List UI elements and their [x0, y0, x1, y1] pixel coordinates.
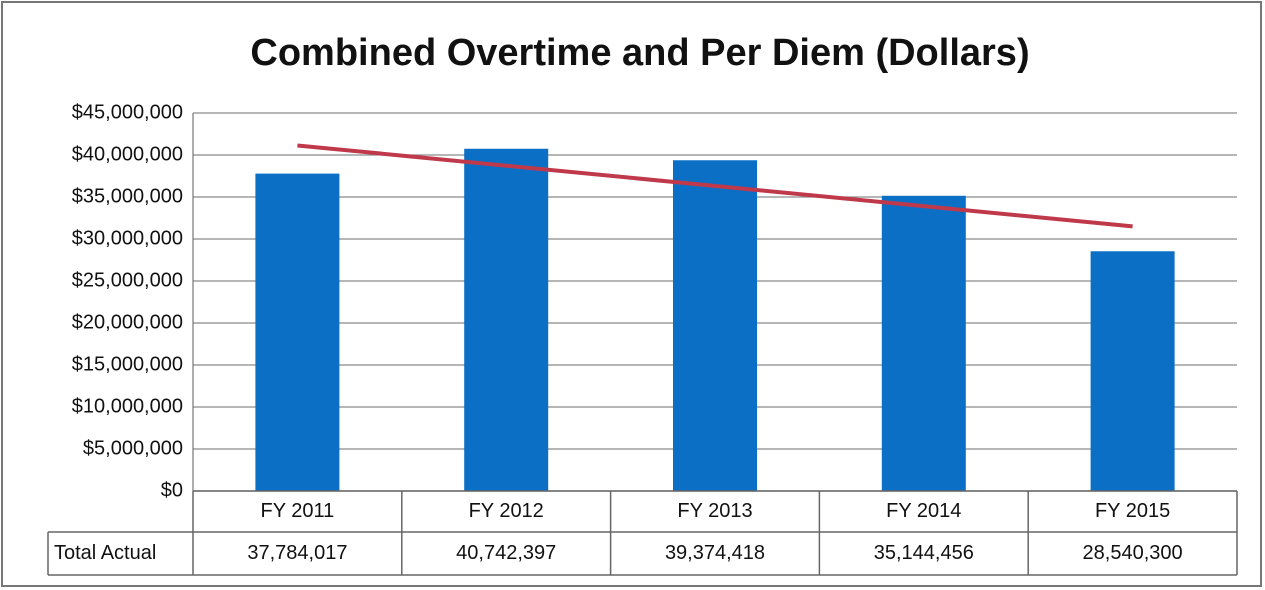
trendline — [297, 143, 1133, 229]
y-tick-label: $25,000,000 — [72, 269, 183, 291]
y-tick-label: $5,000,000 — [83, 437, 183, 459]
y-tick-label: $10,000,000 — [72, 395, 183, 417]
bar — [673, 160, 757, 491]
y-tick-label: $15,000,000 — [72, 353, 183, 375]
data-label: 37,784,017 — [247, 542, 347, 564]
data-label: 28,540,300 — [1083, 542, 1183, 564]
x-tick-label: FY 2012 — [469, 500, 544, 522]
x-tick-label: FY 2013 — [677, 500, 752, 522]
x-tick-label: FY 2015 — [1095, 500, 1170, 522]
data-label: 35,144,456 — [874, 542, 974, 564]
y-tick-label: $40,000,000 — [72, 143, 183, 165]
y-tick-label: $35,000,000 — [72, 185, 183, 207]
x-tick-label: FY 2014 — [886, 500, 961, 522]
y-tick-label: $30,000,000 — [72, 227, 183, 249]
y-tick-label: $45,000,000 — [72, 101, 183, 123]
x-tick-label: FY 2011 — [261, 500, 335, 522]
chart-title: Combined Overtime and Per Diem (Dollars) — [250, 32, 1029, 74]
bar — [881, 195, 966, 492]
data-label: 39,374,418 — [665, 542, 765, 564]
bar — [464, 148, 549, 492]
y-tick-label: $20,000,000 — [72, 311, 183, 333]
bar — [1090, 251, 1175, 491]
bar — [255, 173, 340, 491]
data-label: 40,742,397 — [456, 542, 556, 564]
legend-label: Total Actual — [54, 542, 156, 564]
y-tick-label: $0 — [161, 479, 183, 501]
